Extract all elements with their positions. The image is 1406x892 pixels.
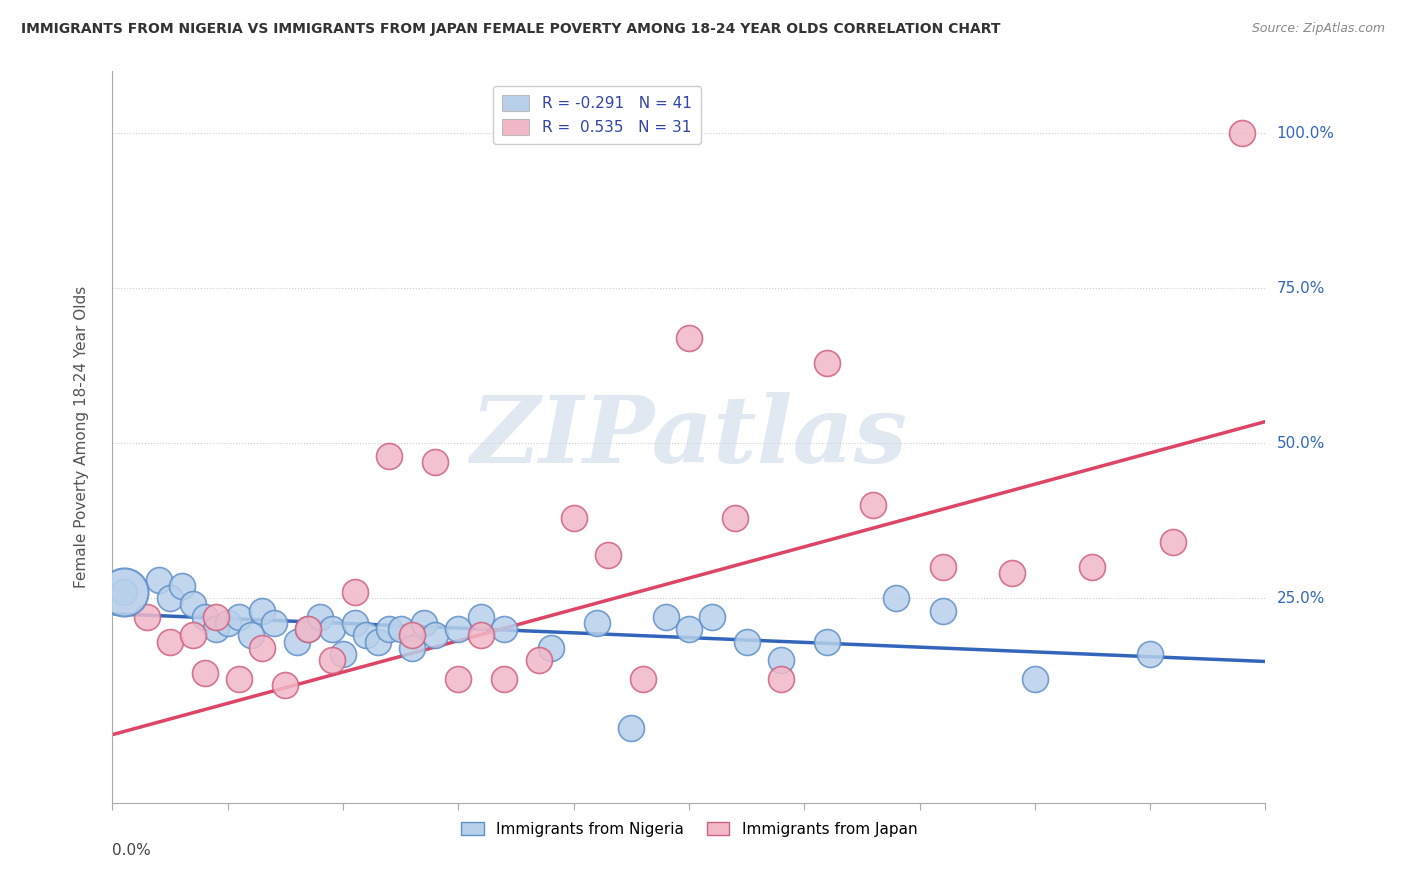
Point: [655, 610, 678, 624]
Point: [332, 647, 354, 661]
Point: [886, 591, 908, 606]
Point: [181, 628, 204, 642]
Point: [735, 634, 758, 648]
Point: [228, 672, 250, 686]
Point: [527, 653, 550, 667]
Point: [367, 634, 389, 648]
Point: [770, 672, 793, 686]
Point: [205, 622, 228, 636]
Point: [470, 628, 492, 642]
Point: [931, 560, 953, 574]
Point: [401, 640, 423, 655]
Point: [194, 665, 217, 680]
Point: [401, 628, 423, 642]
Point: [562, 510, 585, 524]
Text: Source: ZipAtlas.com: Source: ZipAtlas.com: [1251, 22, 1385, 36]
Legend: Immigrants from Nigeria, Immigrants from Japan: Immigrants from Nigeria, Immigrants from…: [454, 815, 924, 843]
Point: [239, 628, 262, 642]
Point: [343, 615, 366, 630]
Point: [321, 622, 343, 636]
Point: [389, 622, 412, 636]
Point: [585, 615, 607, 630]
Text: 75.0%: 75.0%: [1277, 281, 1324, 296]
Point: [862, 498, 884, 512]
Point: [425, 455, 447, 469]
Point: [159, 591, 181, 606]
Point: [354, 628, 377, 642]
Point: [815, 634, 838, 648]
Point: [425, 628, 447, 642]
Point: [770, 653, 793, 667]
Point: [148, 573, 170, 587]
Point: [931, 604, 953, 618]
Point: [447, 622, 470, 636]
Point: [263, 615, 285, 630]
Text: IMMIGRANTS FROM NIGERIA VS IMMIGRANTS FROM JAPAN FEMALE POVERTY AMONG 18-24 YEAR: IMMIGRANTS FROM NIGERIA VS IMMIGRANTS FR…: [21, 22, 1001, 37]
Point: [598, 548, 620, 562]
Point: [252, 604, 274, 618]
Point: [297, 622, 319, 636]
Point: [540, 640, 562, 655]
Point: [159, 634, 181, 648]
Point: [297, 622, 319, 636]
Point: [343, 585, 366, 599]
Point: [205, 610, 228, 624]
Y-axis label: Female Poverty Among 18-24 Year Olds: Female Poverty Among 18-24 Year Olds: [75, 286, 89, 588]
Point: [217, 615, 239, 630]
Point: [447, 672, 470, 686]
Point: [378, 622, 401, 636]
Point: [309, 610, 332, 624]
Text: 50.0%: 50.0%: [1277, 436, 1324, 450]
Text: 25.0%: 25.0%: [1277, 591, 1324, 606]
Text: ZIPatlas: ZIPatlas: [471, 392, 907, 482]
Point: [470, 610, 492, 624]
Point: [136, 610, 159, 624]
Point: [1081, 560, 1104, 574]
Point: [112, 585, 135, 599]
Point: [620, 722, 643, 736]
Point: [678, 331, 700, 345]
Point: [228, 610, 250, 624]
Point: [1139, 647, 1161, 661]
Point: [321, 653, 343, 667]
Point: [1161, 535, 1184, 549]
Point: [274, 678, 297, 692]
Point: [285, 634, 308, 648]
Text: 100.0%: 100.0%: [1277, 126, 1334, 141]
Point: [700, 610, 723, 624]
Text: 0.0%: 0.0%: [112, 843, 152, 858]
Point: [1001, 566, 1024, 581]
Point: [678, 622, 700, 636]
Point: [170, 579, 193, 593]
Point: [252, 640, 274, 655]
Point: [1024, 672, 1046, 686]
Point: [378, 449, 401, 463]
Point: [112, 585, 135, 599]
Point: [1232, 126, 1254, 140]
Point: [181, 598, 204, 612]
Point: [631, 672, 654, 686]
Point: [494, 622, 516, 636]
Point: [494, 672, 516, 686]
Point: [412, 615, 434, 630]
Point: [194, 610, 217, 624]
Point: [815, 356, 838, 370]
Point: [724, 510, 747, 524]
